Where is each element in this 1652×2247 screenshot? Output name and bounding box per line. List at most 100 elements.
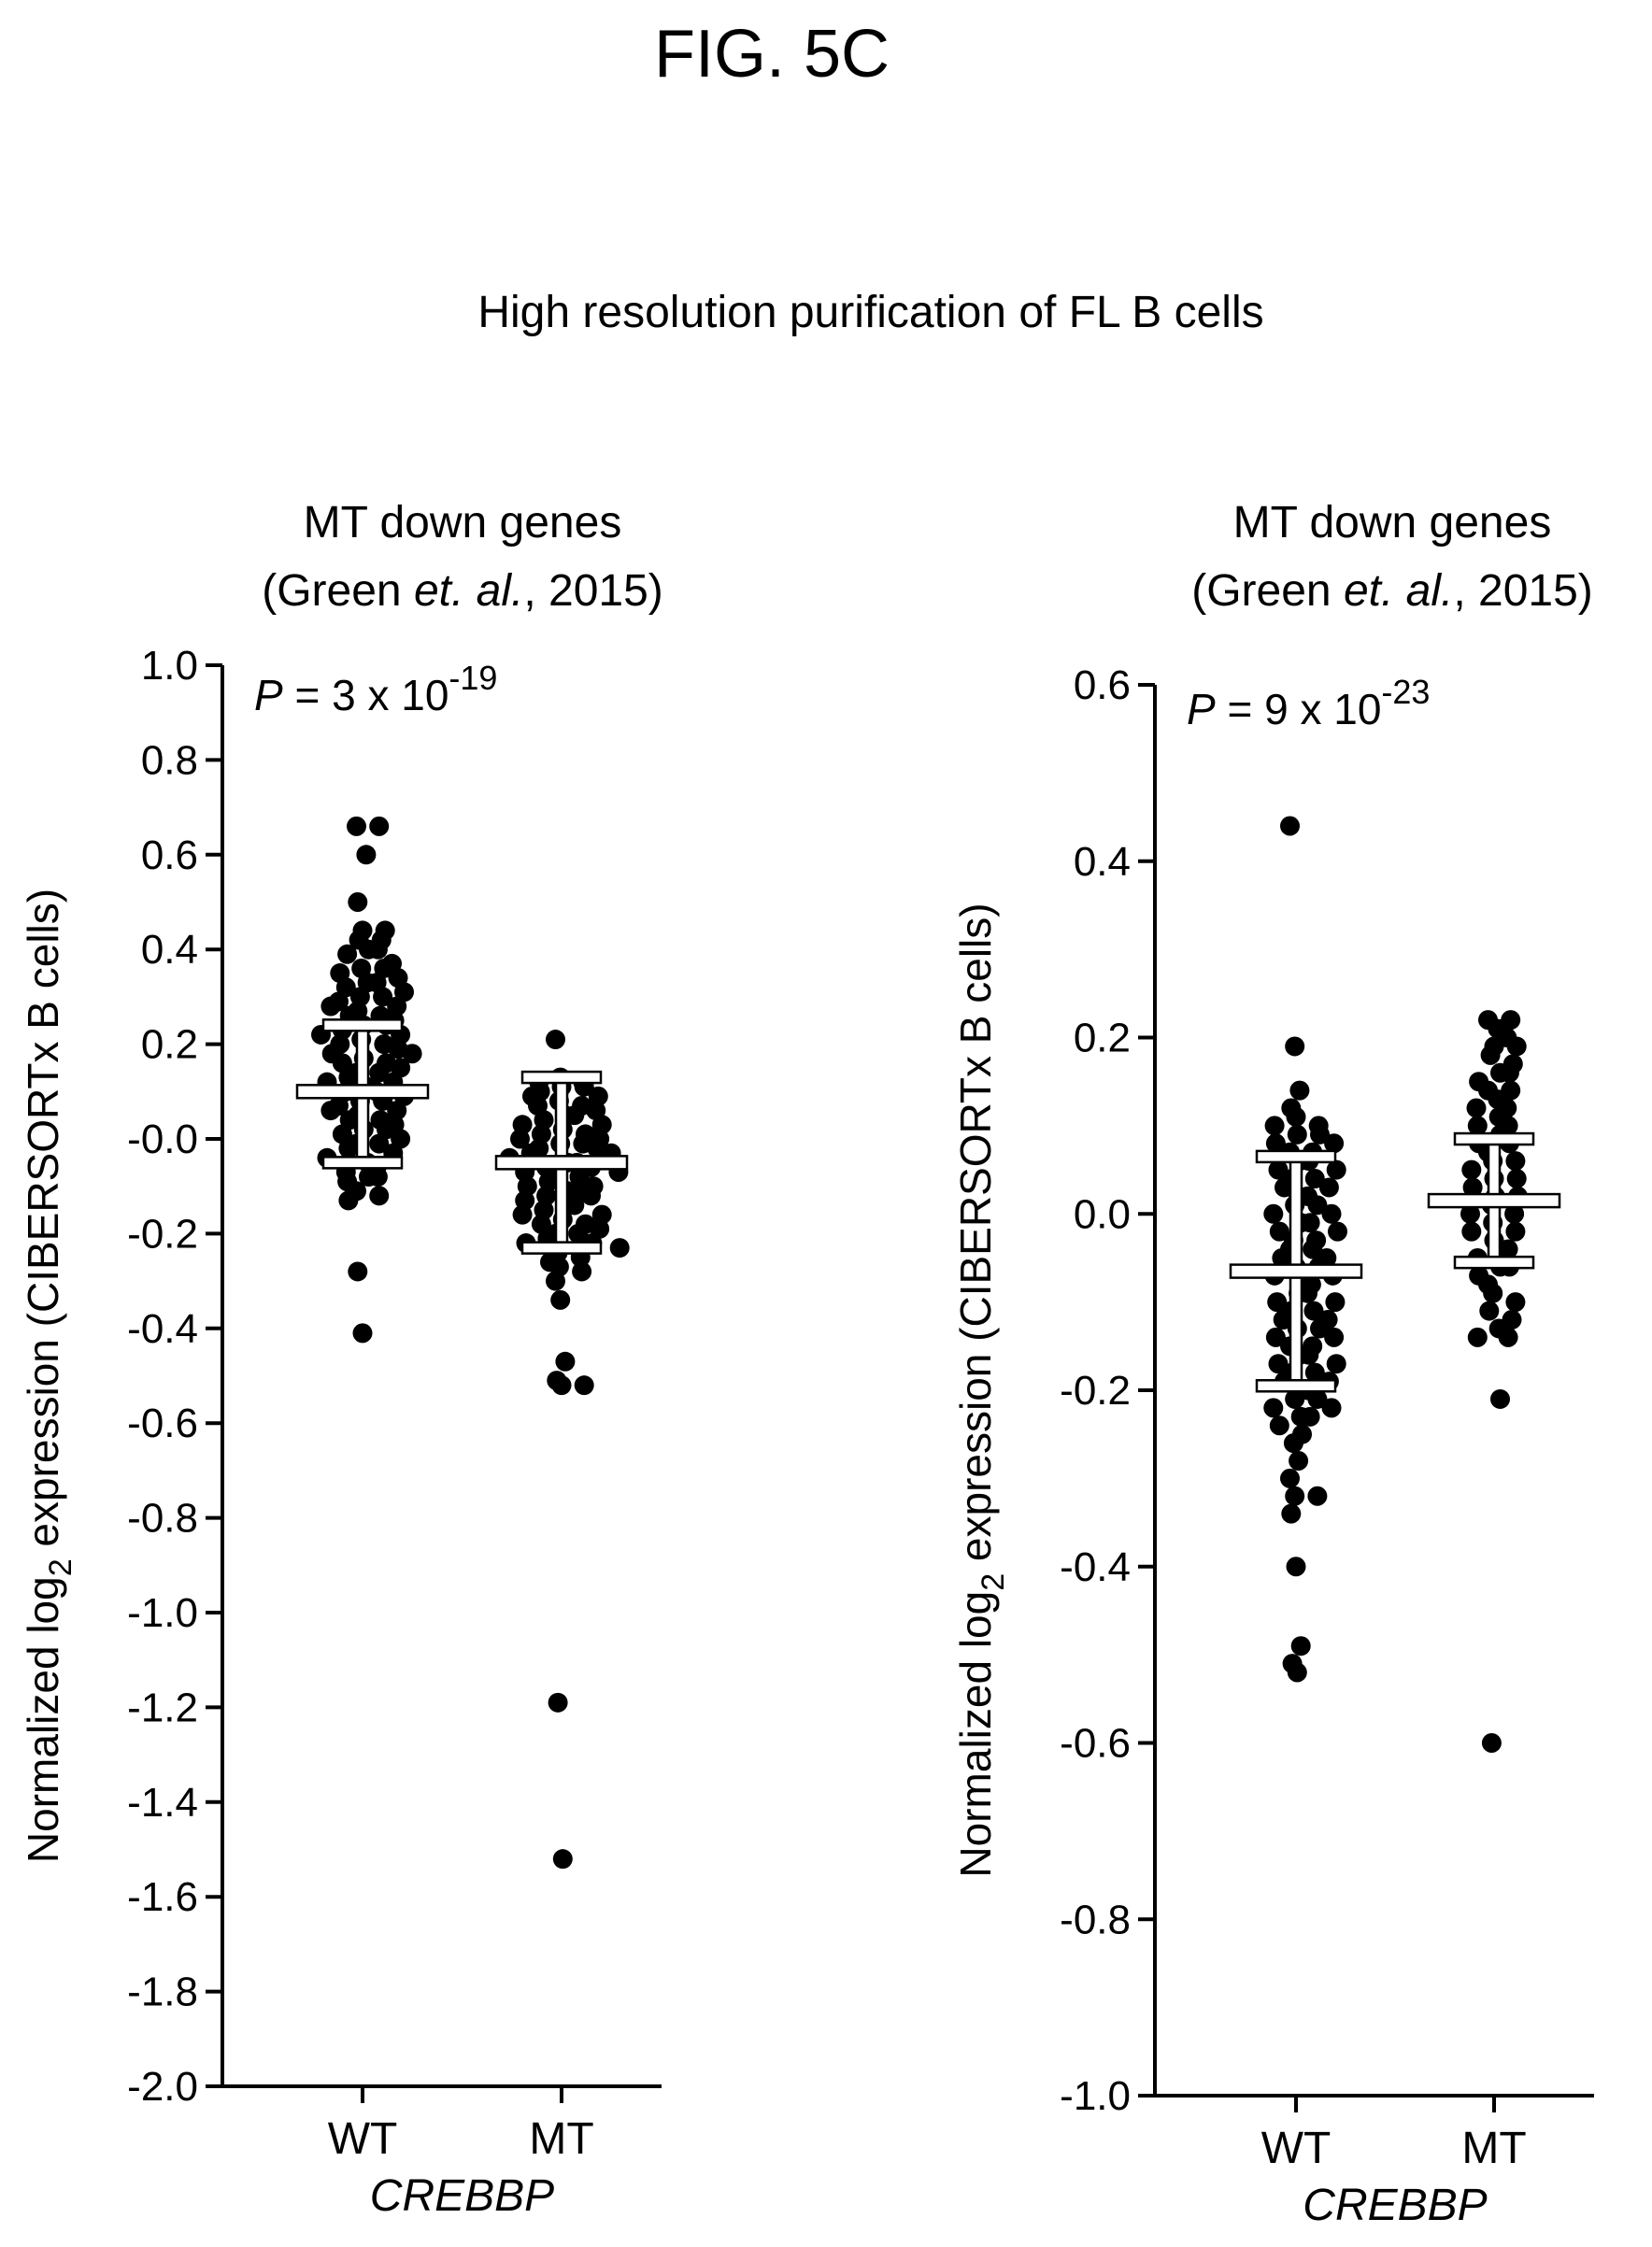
- data-point: [402, 1044, 422, 1064]
- data-point: [1299, 1344, 1319, 1365]
- panel-left: MT down genes (Green et. al., 2015) Normal…: [19, 498, 663, 2221]
- y-tick-label: 0.2: [141, 1022, 198, 1068]
- y-tick-label: -0.2: [1060, 1368, 1131, 1414]
- data-point: [1307, 1195, 1328, 1216]
- data-point: [1321, 1203, 1342, 1224]
- y-axis-label: Normalized log2 expression (CIBERSORTx B…: [19, 889, 78, 1863]
- p-value-annotation: P = 3 x 10-19: [254, 659, 497, 719]
- y-axis-label-suffix: expression (CIBERSORTx B cells): [951, 903, 1000, 1572]
- panel-title-citation-prefix: (Green: [1191, 566, 1344, 616]
- data-point: [320, 1101, 341, 1121]
- data-point: [550, 1289, 571, 1310]
- data-point: [1490, 1388, 1510, 1409]
- data-point: [1506, 1169, 1527, 1188]
- p-value-annotation: P = 9 x 10-23: [1187, 673, 1430, 733]
- data-point: [337, 944, 358, 964]
- data-point: [369, 816, 390, 836]
- data-point: [1290, 1636, 1311, 1657]
- p-value-symbol: P: [1187, 685, 1216, 733]
- panel-title-line1: MT down genes: [1233, 498, 1552, 548]
- y-tick-label: -2.0: [127, 2064, 198, 2110]
- data-point: [1467, 1327, 1488, 1347]
- mean-sd-marker: [295, 1018, 430, 1170]
- panel-title-citation-prefix: (Green: [262, 566, 414, 616]
- data-point: [1272, 1247, 1292, 1268]
- y-tick-label: -1.6: [127, 1874, 198, 1920]
- panel-title-line2: (Green et. al., 2015): [262, 566, 663, 616]
- data-point: [1303, 1239, 1323, 1259]
- data-point: [1505, 1151, 1526, 1172]
- data-point: [348, 892, 368, 912]
- y-tick-label: 1.0: [141, 643, 198, 689]
- sd-cap-lower: [321, 1156, 404, 1170]
- sd-cap-upper: [520, 1070, 603, 1085]
- y-tick-label: -0.6: [127, 1401, 198, 1446]
- data-point: [1466, 1098, 1487, 1118]
- data-point: [1467, 1116, 1488, 1136]
- data-point: [1328, 1221, 1347, 1242]
- data-point: [1310, 1124, 1330, 1145]
- x-axis-label: CREBBP: [1303, 2181, 1487, 2230]
- data-point: [546, 1030, 565, 1050]
- data-point: [348, 1261, 368, 1282]
- y-tick-label: 0.4: [1074, 839, 1131, 885]
- data-point: [568, 1223, 589, 1244]
- data-point: [373, 987, 393, 1007]
- y-tick-label: -0.0: [127, 1116, 198, 1162]
- data-point: [1265, 1327, 1286, 1347]
- sd-cap-lower: [1255, 1379, 1337, 1393]
- y-tick-label: -0.8: [127, 1496, 198, 1542]
- data-point: [574, 1375, 594, 1396]
- data-point: [548, 1692, 568, 1713]
- y-tick-label: 0.6: [141, 832, 198, 878]
- data-point: [1318, 1177, 1339, 1198]
- data-point: [1461, 1159, 1482, 1180]
- data-point: [1505, 1221, 1526, 1242]
- y-tick-label: -0.4: [127, 1306, 198, 1352]
- data-point: [1324, 1133, 1345, 1154]
- data-point: [572, 1261, 592, 1282]
- x-tick-label: WT: [1261, 2124, 1332, 2173]
- y-tick-label: 0.2: [1074, 1016, 1131, 1061]
- data-point: [1269, 1221, 1289, 1242]
- mean-line: [295, 1084, 430, 1100]
- data-point: [1263, 1398, 1284, 1418]
- sd-cap-upper: [1453, 1131, 1535, 1146]
- data-point: [564, 1195, 585, 1216]
- panel-title-citation-italic: et. al.: [1344, 566, 1453, 616]
- data-point: [1499, 1062, 1519, 1083]
- data-point: [1281, 1503, 1302, 1524]
- data-point: [1263, 1203, 1284, 1224]
- data-point: [512, 1204, 533, 1225]
- data-point: [1286, 1557, 1306, 1577]
- mean-sd-marker: [1427, 1131, 1561, 1270]
- p-value-symbol: P: [254, 671, 283, 719]
- data-point: [1285, 1486, 1305, 1506]
- data-point: [1303, 1301, 1324, 1321]
- data-point: [1273, 1310, 1293, 1330]
- panel-title-citation-suffix: , 2015): [1453, 566, 1592, 616]
- y-tick-label: 0.6: [1074, 662, 1131, 708]
- p-value-exponent: -23: [1381, 673, 1430, 711]
- y-tick-label: 0.0: [1074, 1191, 1131, 1237]
- data-point: [352, 1323, 373, 1344]
- data-point: [1280, 1468, 1300, 1488]
- data-point: [1300, 1406, 1320, 1427]
- x-axis-label: CREBBP: [370, 2171, 554, 2221]
- y-tick-label: -1.0: [1060, 2073, 1131, 2119]
- y-tick-label: -0.2: [127, 1211, 198, 1257]
- data-point: [1498, 1239, 1518, 1259]
- data-point: [1460, 1203, 1480, 1224]
- data-point: [367, 939, 388, 960]
- y-axis-label: Normalized log2 expression (CIBERSORTx B…: [951, 903, 1011, 1877]
- data-point: [1481, 1733, 1502, 1753]
- mean-sd-marker: [1229, 1149, 1363, 1393]
- mean-sd-marker: [494, 1070, 629, 1255]
- data-point: [1461, 1221, 1482, 1242]
- y-tick-label: -1.2: [127, 1685, 198, 1730]
- data-point: [356, 845, 377, 865]
- data-point: [1268, 1159, 1289, 1180]
- data-point: [1285, 1036, 1305, 1057]
- panel-title-citation-italic: et. al.: [414, 566, 523, 616]
